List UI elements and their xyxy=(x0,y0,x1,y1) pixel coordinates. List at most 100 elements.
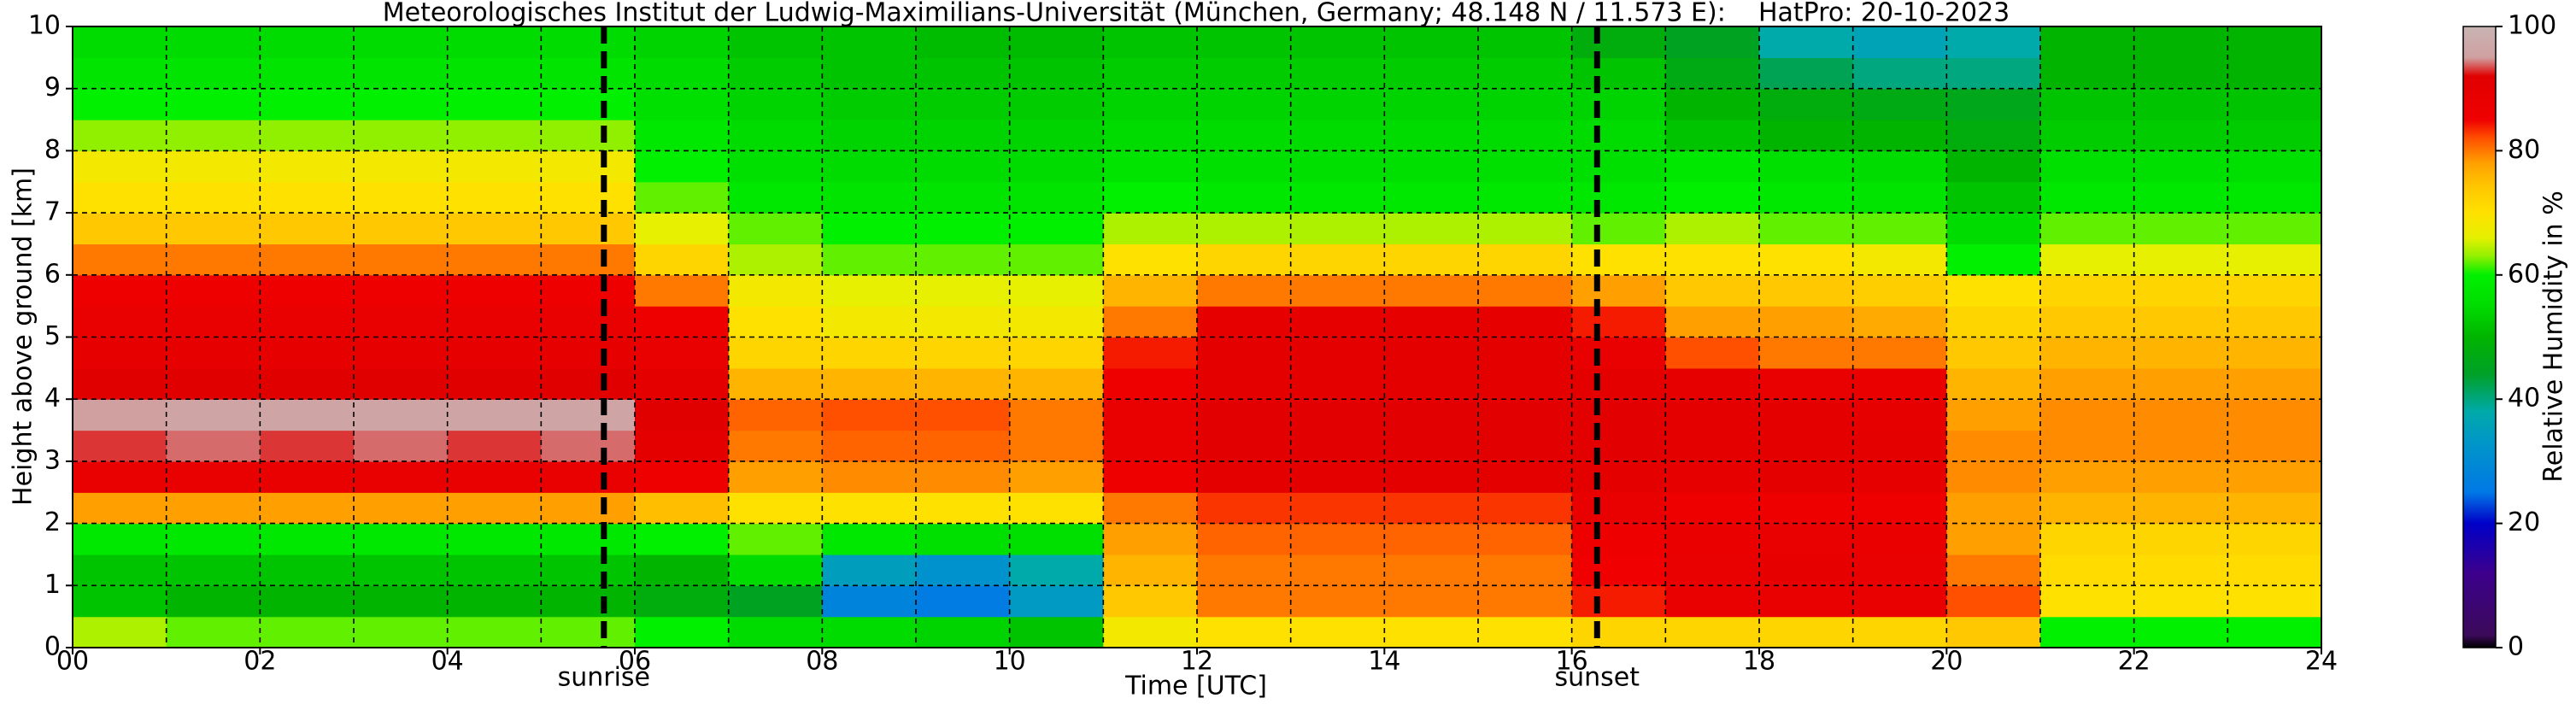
heatmap-cell xyxy=(1384,367,1479,400)
heatmap-cell xyxy=(1009,26,1104,58)
heatmap-cell xyxy=(260,337,355,369)
heatmap-cell xyxy=(354,337,449,369)
heatmap-cell xyxy=(1103,554,1198,586)
heatmap-cell xyxy=(1290,616,1385,648)
heatmap-cell xyxy=(1478,430,1573,462)
heatmap-cell xyxy=(1384,243,1479,276)
heatmap-cell xyxy=(822,213,917,245)
heatmap-cell xyxy=(2227,274,2322,307)
heatmap-cell xyxy=(260,461,355,493)
heatmap-cell xyxy=(1009,523,1104,555)
heatmap-cell xyxy=(541,213,636,245)
heatmap-cell xyxy=(1103,88,1198,120)
heatmap-cell xyxy=(1852,181,1947,214)
heatmap-cell xyxy=(1852,585,1947,618)
heatmap-cell xyxy=(1384,461,1479,493)
heatmap-cell xyxy=(2040,399,2135,431)
heatmap-cell xyxy=(1009,120,1104,151)
heatmap-cell xyxy=(1197,492,1292,525)
heatmap-cell xyxy=(2227,337,2322,369)
heatmap-cell xyxy=(447,554,542,586)
heatmap-cell xyxy=(354,492,449,525)
heatmap-cell xyxy=(1759,523,1854,555)
heatmap-cell xyxy=(1478,461,1573,493)
heatmap-cell xyxy=(1290,461,1385,493)
heatmap-cell xyxy=(447,306,542,338)
heatmap-cell xyxy=(728,88,823,120)
heatmap-cell xyxy=(728,367,823,400)
heatmap-cell xyxy=(1290,367,1385,400)
heatmap-cell xyxy=(635,88,730,120)
heatmap-cell xyxy=(635,616,730,648)
heatmap-cell xyxy=(166,213,261,245)
heatmap-cell xyxy=(2133,461,2228,493)
heatmap-cell xyxy=(1103,616,1198,648)
heatmap-cell xyxy=(1197,243,1292,276)
heatmap-cell xyxy=(2227,554,2322,586)
heatmap-cell xyxy=(2040,367,2135,400)
heatmap-cell xyxy=(1009,88,1104,120)
heatmap-cell xyxy=(1478,399,1573,431)
heatmap-cell xyxy=(1571,150,1666,183)
heatmap-cell xyxy=(541,554,636,586)
heatmap-cell xyxy=(1197,367,1292,400)
y-tick-label: 10 xyxy=(28,11,61,41)
heatmap-cell xyxy=(1759,399,1854,431)
heatmap-cell xyxy=(1571,523,1666,555)
heatmap-cell xyxy=(2133,150,2228,183)
heatmap-cell xyxy=(354,150,449,183)
heatmap-cell xyxy=(1009,306,1104,338)
heatmap-cell xyxy=(1759,274,1854,307)
heatmap-cell xyxy=(447,337,542,369)
heatmap-cell xyxy=(166,367,261,400)
heatmap-cell xyxy=(1197,616,1292,648)
heatmap-cell xyxy=(1665,26,1760,58)
heatmap-cell xyxy=(73,492,167,525)
y-axis-label: Height above ground [km] xyxy=(9,167,38,506)
x-tick-label: 24 xyxy=(2305,647,2338,677)
heatmap-cell xyxy=(1009,181,1104,214)
heatmap-cell xyxy=(635,585,730,618)
heatmap-cell xyxy=(1384,430,1479,462)
heatmap-cell xyxy=(1384,523,1479,555)
x-tick-label: 20 xyxy=(1930,647,1963,677)
heatmap-cell xyxy=(1197,57,1292,90)
heatmap-cell xyxy=(73,120,167,151)
heatmap-cell xyxy=(1946,523,2041,555)
heatmap-cell xyxy=(447,213,542,245)
heatmap-cell xyxy=(1478,120,1573,151)
heatmap-cell xyxy=(447,243,542,276)
heatmap-cell xyxy=(2133,367,2228,400)
heatmap-cell xyxy=(1759,430,1854,462)
heatmap-cell xyxy=(2133,274,2228,307)
colorbar-tick-label: 80 xyxy=(2508,135,2540,165)
heatmap-cell xyxy=(1197,26,1292,58)
heatmap-cell xyxy=(1197,181,1292,214)
x-tick-label: 08 xyxy=(806,647,838,677)
heatmap-cell xyxy=(916,57,1011,90)
heatmap-cell xyxy=(822,181,917,214)
heatmap-cell xyxy=(354,554,449,586)
heatmap-cell xyxy=(2040,337,2135,369)
x-tick-label: 12 xyxy=(1181,647,1213,677)
colorbar xyxy=(2462,26,2497,648)
heatmap-cell xyxy=(1478,492,1573,525)
heatmap-cell xyxy=(1290,554,1385,586)
heatmap-cell xyxy=(1759,213,1854,245)
heatmap-cell xyxy=(2133,616,2228,648)
x-tick-label: 14 xyxy=(1368,647,1400,677)
heatmap-cell xyxy=(1103,399,1198,431)
heatmap-cell xyxy=(447,585,542,618)
heatmap-cell xyxy=(2040,213,2135,245)
colorbar-label: Relative Humidity in % xyxy=(2539,191,2569,482)
heatmap-cell xyxy=(541,430,636,462)
heatmap-cell xyxy=(260,585,355,618)
heatmap-cell xyxy=(447,399,542,431)
heatmap-cell xyxy=(2040,616,2135,648)
heatmap-cell xyxy=(73,367,167,400)
heatmap-cell xyxy=(1290,337,1385,369)
heatmap-cell xyxy=(1290,26,1385,58)
heatmap-cell xyxy=(1946,585,2041,618)
heatmap-cell xyxy=(728,492,823,525)
heatmap-cell xyxy=(541,399,636,431)
